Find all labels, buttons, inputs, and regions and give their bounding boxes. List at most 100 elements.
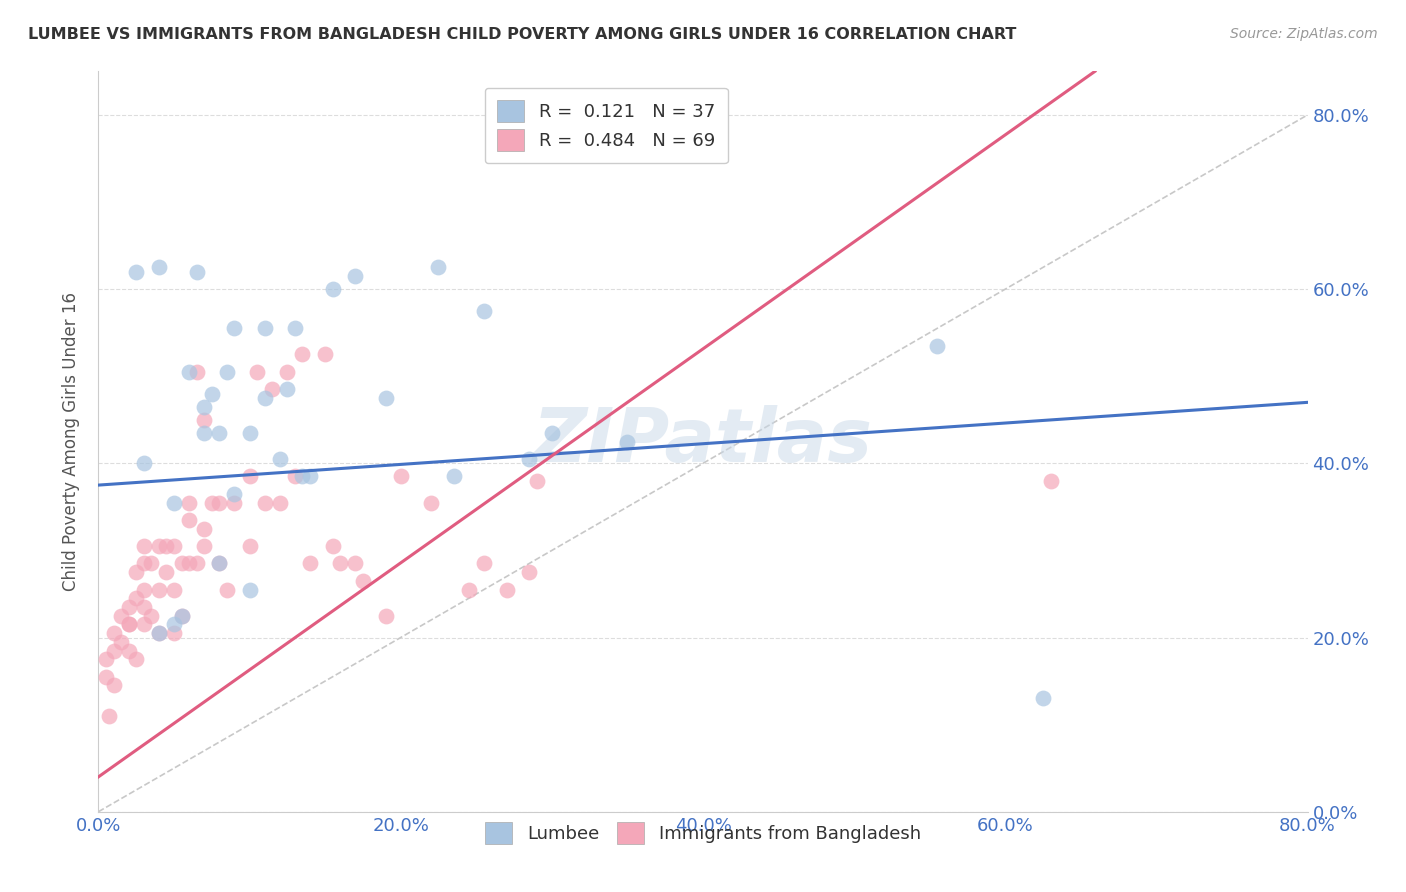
- Point: [193, 522, 215, 536]
- Point: [420, 495, 443, 509]
- Point: [329, 557, 352, 571]
- Point: [208, 557, 231, 571]
- Point: [118, 617, 141, 632]
- Point: [148, 626, 170, 640]
- Point: [540, 425, 562, 440]
- Point: [374, 391, 396, 405]
- Point: [110, 635, 132, 649]
- Point: [103, 643, 125, 657]
- Point: [1032, 691, 1054, 706]
- Point: [193, 400, 215, 414]
- Point: [118, 600, 141, 615]
- Point: [132, 456, 155, 470]
- Point: [155, 565, 177, 579]
- Point: [148, 260, 170, 275]
- Point: [215, 365, 238, 379]
- Point: [495, 582, 517, 597]
- Point: [155, 539, 177, 553]
- Point: [269, 452, 291, 467]
- Point: [125, 652, 148, 666]
- Point: [239, 425, 262, 440]
- Point: [118, 617, 141, 632]
- Point: [179, 495, 201, 509]
- Point: [276, 382, 298, 396]
- Point: [215, 582, 238, 597]
- Point: [517, 565, 540, 579]
- Point: [284, 469, 307, 483]
- Y-axis label: Child Poverty Among Girls Under 16: Child Poverty Among Girls Under 16: [62, 292, 80, 591]
- Point: [344, 557, 367, 571]
- Point: [239, 582, 262, 597]
- Point: [132, 557, 155, 571]
- Point: [201, 495, 224, 509]
- Point: [163, 626, 186, 640]
- Point: [179, 557, 201, 571]
- Point: [927, 339, 949, 353]
- Point: [269, 495, 291, 509]
- Point: [125, 565, 148, 579]
- Point: [125, 591, 148, 606]
- Point: [94, 670, 117, 684]
- Point: [344, 268, 367, 283]
- Point: [299, 469, 322, 483]
- Point: [170, 557, 193, 571]
- Point: [186, 265, 208, 279]
- Point: [132, 582, 155, 597]
- Point: [352, 574, 374, 588]
- Point: [284, 321, 307, 335]
- Point: [193, 539, 215, 553]
- Point: [239, 539, 262, 553]
- Point: [125, 265, 148, 279]
- Point: [163, 539, 186, 553]
- Point: [299, 557, 322, 571]
- Point: [526, 474, 548, 488]
- Point: [110, 608, 132, 623]
- Point: [94, 652, 117, 666]
- Point: [148, 539, 170, 553]
- Point: [208, 557, 231, 571]
- Point: [276, 365, 298, 379]
- Point: [253, 391, 276, 405]
- Point: [224, 487, 246, 501]
- Point: [163, 495, 186, 509]
- Point: [374, 608, 396, 623]
- Text: LUMBEE VS IMMIGRANTS FROM BANGLADESH CHILD POVERTY AMONG GIRLS UNDER 16 CORRELAT: LUMBEE VS IMMIGRANTS FROM BANGLADESH CHI…: [28, 27, 1017, 42]
- Point: [193, 425, 215, 440]
- Point: [179, 513, 201, 527]
- Point: [253, 321, 276, 335]
- Text: Source: ZipAtlas.com: Source: ZipAtlas.com: [1230, 27, 1378, 41]
- Point: [389, 469, 412, 483]
- Point: [472, 557, 495, 571]
- Legend: Lumbee, Immigrants from Bangladesh: Lumbee, Immigrants from Bangladesh: [474, 811, 932, 855]
- Point: [427, 260, 450, 275]
- Point: [148, 582, 170, 597]
- Point: [170, 608, 193, 623]
- Point: [141, 608, 163, 623]
- Point: [208, 425, 231, 440]
- Point: [132, 539, 155, 553]
- Point: [322, 282, 344, 296]
- Point: [179, 365, 201, 379]
- Point: [291, 347, 314, 361]
- Point: [208, 495, 231, 509]
- Text: ZIPatlas: ZIPatlas: [533, 405, 873, 478]
- Point: [616, 434, 638, 449]
- Point: [186, 557, 208, 571]
- Point: [517, 452, 540, 467]
- Point: [457, 582, 479, 597]
- Point: [186, 365, 208, 379]
- Point: [239, 469, 262, 483]
- Point: [1039, 474, 1062, 488]
- Point: [98, 709, 121, 723]
- Point: [132, 617, 155, 632]
- Point: [132, 600, 155, 615]
- Point: [443, 469, 465, 483]
- Point: [103, 626, 125, 640]
- Point: [246, 365, 269, 379]
- Point: [118, 643, 141, 657]
- Point: [163, 582, 186, 597]
- Point: [163, 617, 186, 632]
- Point: [103, 678, 125, 692]
- Point: [322, 539, 344, 553]
- Point: [170, 608, 193, 623]
